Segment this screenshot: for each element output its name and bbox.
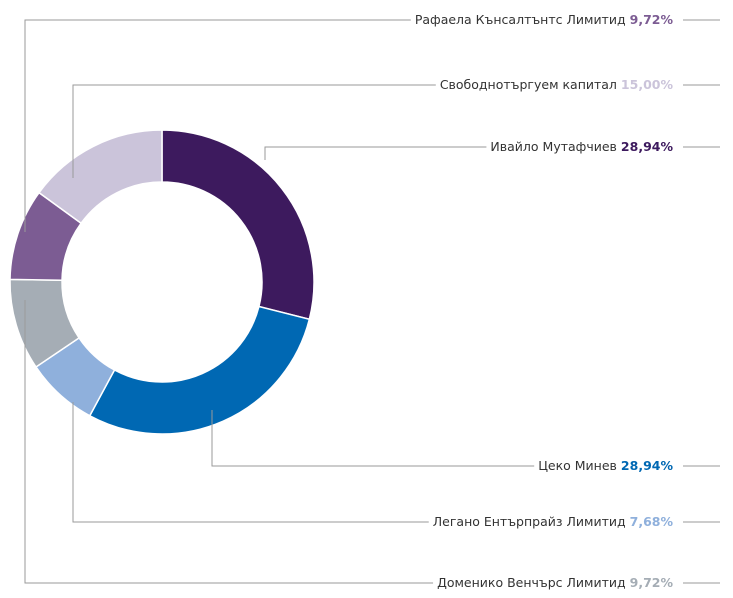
leader-line (24, 300, 434, 584)
slice-name: Рафаела Кънсалтънтс Лимитид (415, 12, 626, 27)
leader-line (72, 402, 429, 523)
slice-value: 9,72% (630, 12, 674, 27)
slice-name: Легано Ентърпрайз Лимитид (433, 514, 626, 529)
slice-label: Цеко Минев 28,94% (538, 458, 673, 473)
slice-label: Ивайло Мутафчиев 28,94% (490, 139, 673, 154)
slice-value: 7,68% (630, 514, 674, 529)
slice-name: Доменико Венчърс Лимитид (437, 575, 626, 590)
slice-value: 28,94% (621, 458, 674, 473)
leader-line (264, 146, 487, 160)
slice-name: Ивайло Мутафчиев (490, 139, 617, 154)
slice-label: Рафаела Кънсалтънтс Лимитид 9,72% (415, 12, 674, 27)
donut-segment (161, 129, 315, 321)
donut-segment (37, 129, 163, 225)
slice-label: Доменико Венчърс Лимитид 9,72% (437, 575, 673, 590)
leader-line (211, 410, 535, 467)
slice-value: 9,72% (630, 575, 674, 590)
slice-name: Цеко Минев (538, 458, 617, 473)
slice-label: Легано Ентърпрайз Лимитид 7,68% (433, 514, 674, 529)
donut-segment (88, 305, 311, 435)
leader-line (72, 84, 436, 178)
slice-value: 28,94% (621, 139, 674, 154)
slice-label: Свободнотъргуем капитал 15,00% (440, 77, 674, 92)
leader-line (24, 19, 411, 232)
slice-name: Свободнотъргуем капитал (440, 77, 617, 92)
slice-value: 15,00% (621, 77, 674, 92)
